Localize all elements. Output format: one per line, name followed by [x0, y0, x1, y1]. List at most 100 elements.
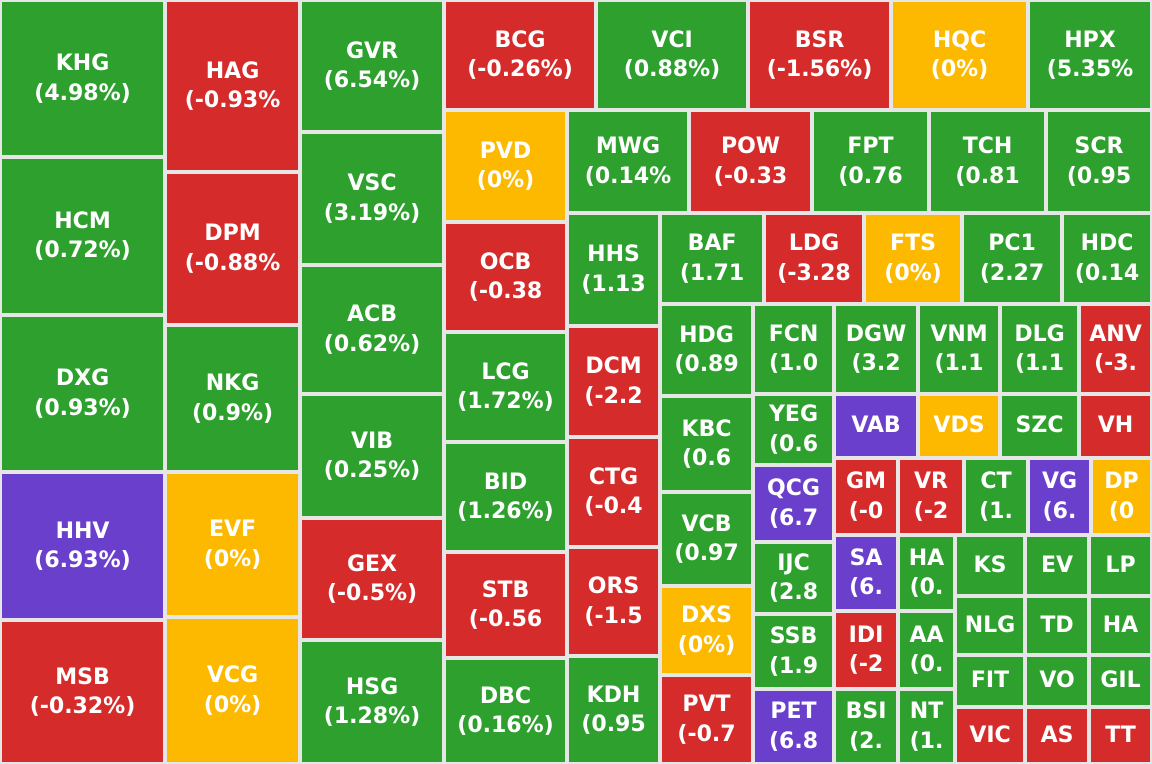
- tile-ijc[interactable]: IJC (2.8: [753, 542, 834, 614]
- tile-dxs[interactable]: DXS (0%): [660, 586, 753, 675]
- tile-hqc[interactable]: HQC (0%): [891, 0, 1028, 110]
- tile-dgw[interactable]: DGW (3.2: [834, 304, 918, 394]
- tile-kdh[interactable]: KDH (0.95: [567, 656, 660, 764]
- tile-tch[interactable]: TCH (0.81: [929, 110, 1046, 213]
- tile-yeg[interactable]: YEG (0.6: [753, 394, 834, 465]
- tile-ks[interactable]: KS: [955, 535, 1025, 596]
- ticker-label: KDH: [586, 682, 641, 708]
- change-label: (-3.28: [777, 260, 851, 286]
- tile-lcg[interactable]: LCG (1.72%): [444, 332, 567, 442]
- tile-gil[interactable]: GIL: [1089, 655, 1152, 707]
- tile-bsr[interactable]: BSR (-1.56%): [748, 0, 891, 110]
- tile-anv[interactable]: ANV (-3.: [1079, 304, 1152, 394]
- tile-ctg[interactable]: CTG (-0.4: [567, 437, 660, 547]
- tile-fts[interactable]: FTS (0%): [864, 213, 962, 304]
- tile-dxg[interactable]: DXG (0.93%): [0, 315, 165, 472]
- tile-td[interactable]: TD: [1025, 596, 1089, 655]
- tile-pvd[interactable]: PVD (0%): [444, 110, 567, 222]
- tile-nkg[interactable]: NKG (0.9%): [165, 325, 300, 472]
- tile-nt[interactable]: NT (1.: [898, 689, 955, 764]
- tile-hdc[interactable]: HDC (0.14: [1062, 213, 1152, 304]
- tile-vsc[interactable]: VSC (3.19%): [300, 132, 444, 265]
- ticker-label: YEG: [768, 402, 819, 428]
- tile-fit[interactable]: FIT: [955, 655, 1025, 707]
- ticker-label: STB: [481, 577, 530, 603]
- tile-vds[interactable]: VDS: [918, 394, 1000, 458]
- tile-vcb[interactable]: VCB (0.97: [660, 492, 753, 586]
- tile-tt[interactable]: TT: [1089, 707, 1152, 764]
- ticker-label: ACB: [347, 302, 397, 328]
- tile-pvt[interactable]: PVT (-0.7: [660, 675, 753, 764]
- change-label: (0.25%): [323, 458, 421, 483]
- tile-vo[interactable]: VO: [1025, 655, 1089, 707]
- change-label: (0%): [677, 632, 736, 658]
- tile-vab[interactable]: VAB: [834, 394, 918, 458]
- tile-vci[interactable]: VCI (0.88%): [596, 0, 748, 110]
- tile-evf[interactable]: EVF (0%): [165, 472, 300, 617]
- tile-ldg[interactable]: LDG (-3.28: [764, 213, 864, 304]
- tile-pet[interactable]: PET (6.8: [753, 689, 834, 764]
- tile-aa[interactable]: AA (0.: [898, 611, 955, 689]
- tile-ssb[interactable]: SSB (1.9: [753, 614, 834, 689]
- change-label: (0.14%: [584, 163, 672, 189]
- tile-lp[interactable]: LP: [1089, 535, 1152, 596]
- tile-scr[interactable]: SCR (0.95: [1046, 110, 1152, 213]
- tile-msb[interactable]: MSB (-0.32%): [0, 620, 165, 764]
- ticker-label: ORS: [587, 574, 640, 600]
- tile-ct[interactable]: CT (1.: [964, 458, 1028, 535]
- tile-acb[interactable]: ACB (0.62%): [300, 265, 444, 394]
- tile-ha[interactable]: HA: [1089, 596, 1152, 655]
- tile-hsg[interactable]: HSG (1.28%): [300, 640, 444, 764]
- tile-mwg[interactable]: MWG (0.14%: [567, 110, 689, 213]
- tile-gm[interactable]: GM (-0: [834, 458, 898, 535]
- tile-ev[interactable]: EV: [1025, 535, 1089, 596]
- tile-hag[interactable]: HAG (-0.93%: [165, 0, 300, 172]
- tile-hhv[interactable]: HHV (6.93%): [0, 472, 165, 620]
- tile-dp[interactable]: DP (0: [1091, 458, 1152, 535]
- change-label: (6.54%): [323, 68, 421, 93]
- ticker-label: VIC: [969, 722, 1011, 748]
- tile-dpm[interactable]: DPM (-0.88%: [165, 172, 300, 325]
- ticker-label: EVF: [208, 517, 257, 543]
- ticker-label: DXS: [680, 603, 733, 629]
- tile-dbc[interactable]: DBC (0.16%): [444, 658, 567, 764]
- tile-baf[interactable]: BAF (1.71: [660, 213, 764, 304]
- tile-ocb[interactable]: OCB (-0.38: [444, 222, 567, 332]
- ticker-label: TT: [1105, 722, 1136, 748]
- tile-stb[interactable]: STB (-0.56: [444, 552, 567, 658]
- tile-szc[interactable]: SZC: [1000, 394, 1079, 458]
- tile-bcg[interactable]: BCG (-0.26%): [444, 0, 596, 110]
- tile-nlg[interactable]: NLG: [955, 596, 1025, 655]
- tile-qcg[interactable]: QCG (6.7: [753, 465, 834, 542]
- tile-idi[interactable]: IDI (-2: [834, 611, 898, 689]
- tile-pow[interactable]: POW (-0.33: [689, 110, 812, 213]
- tile-vr[interactable]: VR (-2: [898, 458, 964, 535]
- tile-hdg[interactable]: HDG (0.89: [660, 304, 753, 396]
- tile-hpx[interactable]: HPX (5.35%: [1028, 0, 1152, 110]
- tile-hhs[interactable]: HHS (1.13: [567, 213, 660, 326]
- tile-dlg[interactable]: DLG (1.1: [1000, 304, 1079, 394]
- tile-as[interactable]: AS: [1025, 707, 1089, 764]
- tile-fpt[interactable]: FPT (0.76: [812, 110, 929, 213]
- tile-vic[interactable]: VIC: [955, 707, 1025, 764]
- tile-vh[interactable]: VH: [1079, 394, 1152, 458]
- tile-khg[interactable]: KHG (4.98%): [0, 0, 165, 157]
- tile-sa[interactable]: SA (6.: [834, 535, 898, 611]
- tile-gvr[interactable]: GVR (6.54%): [300, 0, 444, 132]
- tile-hcm[interactable]: HCM (0.72%): [0, 157, 165, 315]
- change-label: (6.7: [768, 505, 819, 531]
- tile-vnm[interactable]: VNM (1.1: [918, 304, 1000, 394]
- tile-pc1[interactable]: PC1 (2.27: [962, 213, 1062, 304]
- tile-bid[interactable]: BID (1.26%): [444, 442, 567, 552]
- tile-vib[interactable]: VIB (0.25%): [300, 394, 444, 518]
- tile-vg[interactable]: VG (6.: [1028, 458, 1091, 535]
- tile-bsi[interactable]: BSI (2.: [834, 689, 898, 764]
- tile-dcm[interactable]: DCM (-2.2: [567, 326, 660, 437]
- tile-ors[interactable]: ORS (-1.5: [567, 547, 660, 656]
- tile-fcn[interactable]: FCN (1.0: [753, 304, 834, 394]
- tile-vcg[interactable]: VCG (0%): [165, 617, 300, 764]
- tile-gex[interactable]: GEX (-0.5%): [300, 518, 444, 640]
- tile-ha[interactable]: HA (0.: [898, 535, 955, 611]
- tile-kbc[interactable]: KBC (0.6: [660, 396, 753, 492]
